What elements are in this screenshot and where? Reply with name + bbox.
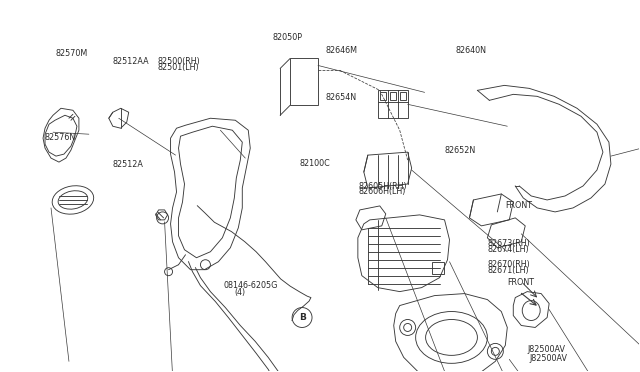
Text: 82652N: 82652N <box>444 146 476 155</box>
Text: 82646M: 82646M <box>325 46 357 55</box>
Text: 82512A: 82512A <box>113 160 143 169</box>
Text: FRONT: FRONT <box>505 201 532 210</box>
Text: FRONT: FRONT <box>508 278 534 287</box>
Text: 82050P: 82050P <box>272 33 302 42</box>
Text: B: B <box>299 313 305 322</box>
Text: 82576N: 82576N <box>45 134 76 142</box>
Text: 82674(LH): 82674(LH) <box>487 245 529 254</box>
Text: 82500(RH): 82500(RH) <box>157 57 200 66</box>
Text: 82606H(LH): 82606H(LH) <box>358 187 406 196</box>
Text: 82501(LH): 82501(LH) <box>157 63 199 72</box>
Text: 82671(LH): 82671(LH) <box>487 266 529 275</box>
Text: J82500AV: J82500AV <box>527 345 565 355</box>
Text: 82570M: 82570M <box>56 49 88 58</box>
Text: 08146-6205G: 08146-6205G <box>223 281 278 290</box>
Text: 82673(RH): 82673(RH) <box>487 239 530 248</box>
Text: 82100C: 82100C <box>300 159 330 168</box>
Text: J82500AV: J82500AV <box>529 355 567 363</box>
Text: 82640N: 82640N <box>455 46 486 55</box>
Text: 82670(RH): 82670(RH) <box>487 260 530 269</box>
Text: 82654N: 82654N <box>325 93 356 102</box>
Text: 82605H(RH): 82605H(RH) <box>358 182 407 190</box>
Text: (4): (4) <box>235 288 246 296</box>
Text: 82512AA: 82512AA <box>113 57 149 66</box>
